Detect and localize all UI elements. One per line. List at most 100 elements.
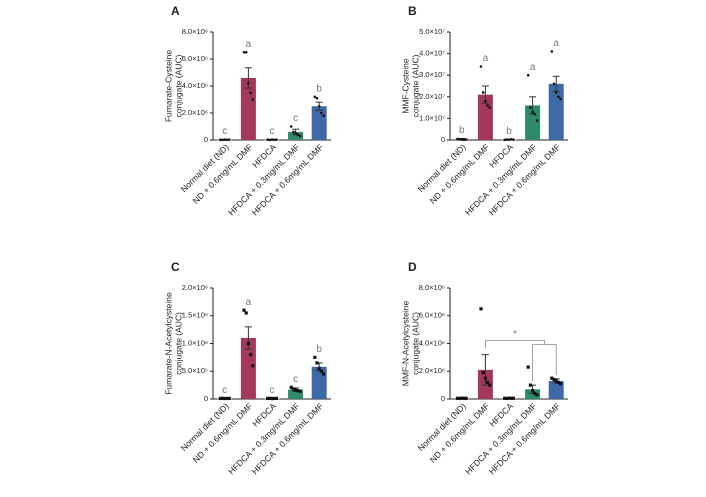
- data-point: [251, 98, 255, 101]
- data-point: [291, 387, 295, 391]
- y-axis-label: conjugate (AUC): [173, 54, 183, 117]
- significance-letter: b: [316, 83, 322, 94]
- data-point: [298, 389, 302, 393]
- data-point: [296, 389, 300, 393]
- data-point: [464, 138, 468, 141]
- data-point: [486, 104, 489, 107]
- data-point: [313, 95, 317, 99]
- bar: [288, 389, 304, 399]
- data-point: [550, 376, 554, 380]
- bar: [477, 94, 493, 140]
- y-tick-label: 8.0×10⁶: [182, 27, 208, 36]
- bar: [311, 106, 327, 140]
- data-point: [505, 138, 509, 141]
- data-point: [298, 134, 302, 138]
- significance-letter: a: [483, 53, 489, 64]
- data-point: [552, 82, 556, 86]
- y-tick-label: 0: [204, 394, 208, 403]
- significance-letter: c: [270, 385, 275, 396]
- data-point: [511, 396, 515, 400]
- y-tick-label: 8.0×10⁶: [419, 283, 445, 292]
- data-point: [313, 355, 317, 359]
- data-point: [557, 95, 560, 99]
- data-point: [512, 138, 515, 141]
- data-point: [317, 104, 321, 108]
- bar: [525, 389, 541, 399]
- data-point: [526, 73, 530, 77]
- data-point: [483, 376, 487, 380]
- panel-label: C: [171, 260, 180, 274]
- data-point: [223, 138, 227, 141]
- y-tick-label: 3.0×10⁷: [419, 70, 445, 79]
- data-point: [531, 389, 535, 393]
- significance-letter: b: [316, 344, 322, 355]
- data-point: [535, 119, 539, 122]
- significance-star: *: [513, 329, 517, 340]
- bar: [240, 77, 256, 140]
- data-point: [268, 138, 272, 142]
- significance-letter: a: [246, 297, 252, 308]
- y-tick-label: 6.0×10⁶: [182, 54, 208, 63]
- data-point: [554, 91, 558, 94]
- data-point: [272, 396, 276, 401]
- data-point: [249, 91, 252, 95]
- y-tick-label: 4.0×10⁶: [419, 338, 445, 347]
- data-point: [320, 111, 323, 115]
- data-point: [247, 82, 250, 85]
- data-point: [266, 138, 269, 142]
- data-point: [503, 138, 506, 142]
- data-point: [535, 393, 539, 397]
- data-point: [242, 308, 246, 312]
- data-point: [559, 97, 562, 101]
- data-point: [462, 396, 466, 400]
- y-axis-label: conjugate (AUC): [410, 54, 420, 117]
- y-tick-label: 2.0×10⁷: [419, 92, 445, 101]
- data-point: [221, 138, 224, 142]
- data-point: [296, 133, 300, 136]
- data-point: [242, 50, 246, 54]
- panel-label: A: [171, 4, 180, 18]
- bar: [548, 380, 564, 399]
- data-point: [225, 396, 229, 401]
- panel-label: B: [408, 4, 417, 18]
- y-tick-label: 4.0×10⁷: [419, 49, 445, 58]
- data-point: [225, 138, 229, 142]
- data-point: [289, 385, 293, 389]
- y-axis-label: Fumarate-Cysteine: [163, 50, 173, 123]
- y-tick-label: 2.0×10⁶: [419, 366, 445, 375]
- significance-letter: b: [459, 125, 465, 136]
- y-tick-label: 2.0×10⁶: [182, 283, 208, 292]
- data-point: [481, 91, 485, 94]
- data-point: [507, 138, 511, 142]
- data-point: [275, 138, 278, 141]
- y-tick-label: 2.0×10⁶: [182, 108, 208, 117]
- significance-letter: c: [293, 374, 298, 385]
- y-tick-label: 1.0×10⁷: [419, 113, 445, 122]
- data-point: [272, 138, 276, 142]
- y-axis-label: MMF-N-Acetylcysteine: [400, 300, 410, 386]
- bar: [311, 366, 327, 399]
- data-point: [464, 396, 468, 400]
- significance-bracket: [532, 344, 557, 382]
- significance-bracket: [485, 340, 545, 349]
- data-point: [455, 396, 459, 400]
- data-point: [268, 396, 272, 400]
- data-point: [458, 396, 462, 401]
- y-axis-label: Fumarate-N-Acetylcysteine: [163, 292, 173, 395]
- data-point: [219, 138, 222, 142]
- bar: [525, 105, 541, 140]
- significance-letter: c: [270, 126, 275, 137]
- data-point: [533, 391, 537, 396]
- significance-letter: a: [553, 38, 559, 49]
- data-point: [526, 365, 530, 369]
- data-point: [456, 137, 459, 141]
- data-point: [458, 138, 461, 141]
- data-point: [274, 396, 278, 400]
- data-point: [319, 369, 323, 373]
- data-point: [505, 396, 509, 401]
- data-point: [246, 341, 250, 346]
- y-tick-label: 5.0×10⁵: [182, 366, 208, 375]
- y-axis-label: MMF-Cysteine: [400, 58, 410, 114]
- data-point: [460, 138, 464, 141]
